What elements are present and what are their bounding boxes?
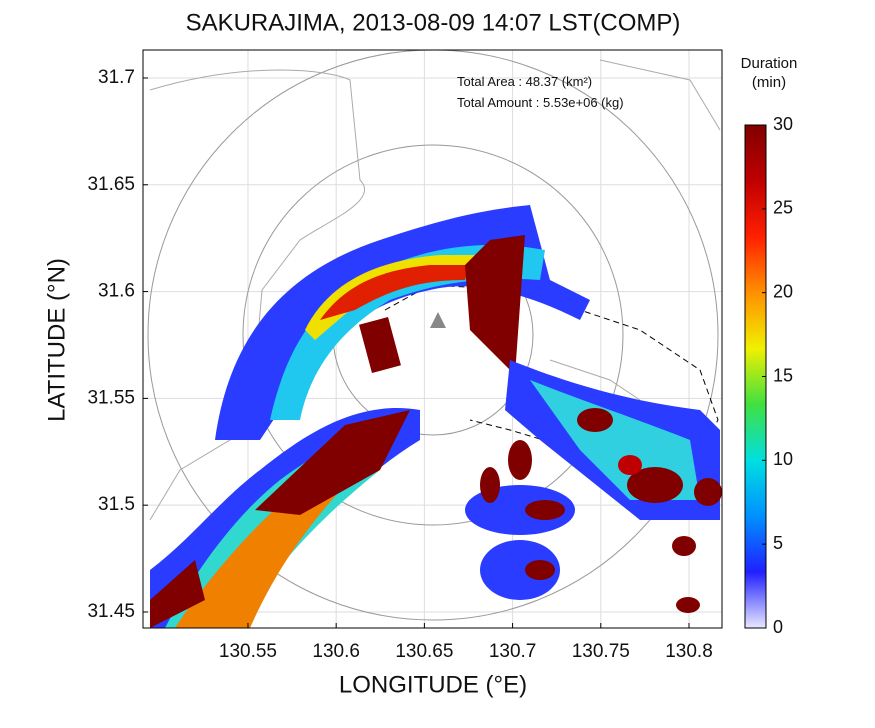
y-tick-label: 31.5 bbox=[98, 494, 135, 515]
echo bbox=[320, 265, 470, 320]
echo bbox=[480, 540, 560, 600]
colorbar-tick-label: 10 bbox=[773, 449, 793, 469]
x-tick-label: 130.75 bbox=[572, 641, 630, 662]
echo bbox=[627, 467, 683, 503]
colorbar-tick-label: 20 bbox=[773, 281, 793, 301]
colorbar-tick-label: 15 bbox=[773, 365, 793, 385]
colorbar-tick-label: 0 bbox=[773, 617, 783, 637]
y-tick-label: 31.45 bbox=[87, 601, 135, 622]
echo bbox=[694, 478, 722, 506]
y-tick-label: 31.55 bbox=[87, 387, 135, 408]
x-tick-label: 130.7 bbox=[489, 641, 537, 662]
colorbar-tick-label: 5 bbox=[773, 533, 783, 553]
y-axis-label: LATITUDE (°N) bbox=[43, 258, 70, 422]
volcano bbox=[430, 312, 446, 328]
echo bbox=[359, 316, 401, 374]
echo bbox=[672, 536, 696, 556]
x-tick-label: 130.55 bbox=[219, 641, 277, 662]
echo bbox=[465, 235, 525, 375]
echo bbox=[525, 500, 565, 520]
y-tick-label: 31.6 bbox=[98, 281, 135, 302]
x-tick-label: 130.6 bbox=[312, 641, 360, 662]
colorbar-tick-label: 30 bbox=[773, 114, 793, 134]
x-axis-label: LONGITUDE (°E) bbox=[339, 671, 527, 698]
echo bbox=[525, 560, 555, 580]
chart-title: SAKURAJIMA, 2013-08-09 14:07 LST(COMP) bbox=[186, 9, 681, 36]
annotation: Total Area : 48.37 (km²) bbox=[457, 74, 592, 89]
echo bbox=[480, 467, 500, 503]
echo bbox=[255, 410, 410, 515]
coastline bbox=[149, 69, 366, 521]
colorbar-title: Duration bbox=[741, 55, 798, 72]
echo bbox=[508, 440, 532, 480]
x-tick-label: 130.8 bbox=[665, 641, 713, 662]
y-tick-label: 31.65 bbox=[87, 174, 135, 195]
echo bbox=[150, 560, 205, 628]
annotation: Total Amount : 5.53e+06 (kg) bbox=[457, 95, 624, 110]
grid bbox=[143, 50, 722, 628]
y-tick-label: 31.7 bbox=[98, 67, 135, 88]
coastline bbox=[549, 59, 721, 401]
echo bbox=[577, 408, 613, 432]
x-tick-label: 130.65 bbox=[395, 641, 453, 662]
colorbar-tick-label: 25 bbox=[773, 198, 793, 218]
radar-field bbox=[147, 50, 722, 628]
plot-frame bbox=[142, 49, 723, 629]
colorbar-unit: (min) bbox=[752, 74, 786, 91]
echo bbox=[676, 597, 700, 613]
echo bbox=[618, 455, 642, 475]
